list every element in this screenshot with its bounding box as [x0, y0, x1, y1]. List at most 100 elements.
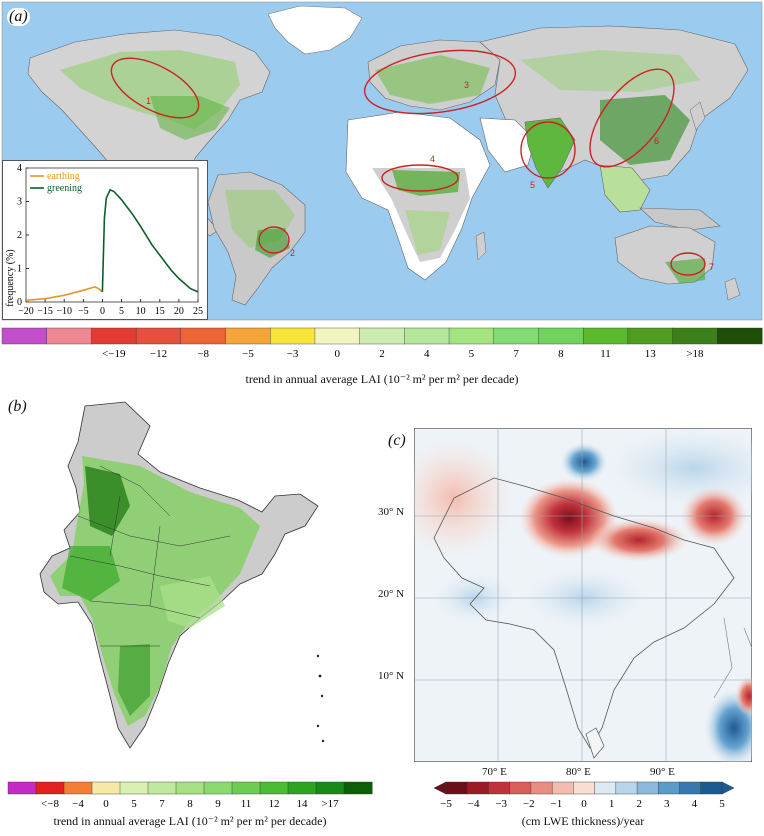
lat-label-20n: 20° N	[378, 588, 405, 600]
region-ellipse-2	[258, 226, 290, 254]
colorbar-tick-label: >18	[686, 348, 704, 360]
colorbar-cell	[180, 327, 227, 345]
legend-greening: greening	[47, 183, 82, 194]
colorbar-tick-label: 8	[558, 348, 564, 360]
colorbar-cell	[445, 781, 468, 795]
colorbar-cell	[658, 781, 681, 795]
colorbar-cell	[493, 327, 539, 345]
colorbar-tick-label: 13	[645, 348, 657, 360]
colorbar-tick-label: 0	[581, 798, 587, 810]
colorbar-tick-label: 4	[424, 348, 430, 360]
colorbar-tick-label: −5	[440, 798, 452, 810]
colorbar-cell	[315, 781, 345, 795]
panel-a-colorbar-caption: trend in annual average LAI (10⁻² m² per…	[245, 372, 519, 386]
region-label-4: 4	[430, 154, 435, 164]
colorbar-tick-label: −4	[72, 798, 84, 810]
colorbar-cell	[231, 781, 261, 795]
panel-c-colorbar-caption: (cm LWE thickness)/year	[521, 814, 645, 828]
region-label-6: 6	[654, 136, 659, 146]
colorbar-tick-label: 8	[187, 798, 193, 810]
colorbar-tick-label: 7	[159, 798, 165, 810]
colorbar-cell	[225, 327, 271, 345]
colorbar-cell	[203, 781, 233, 795]
colorbar-tick-label: 3	[664, 798, 670, 810]
colorbar-cell	[343, 781, 373, 795]
coastline-india	[433, 477, 735, 749]
panel-c-colorbar: −5 −4 −3 −2 −1 0 1 2 3 4 5	[433, 781, 735, 810]
earthing-series-line	[25, 286, 103, 302]
colorbar-cell	[287, 781, 317, 795]
region-ellipse-7	[670, 252, 706, 276]
colorbar-cell	[91, 327, 137, 345]
inset-ytick: 2	[17, 230, 22, 241]
inset-ytick: 0	[17, 297, 22, 308]
region-label-2: 2	[290, 248, 295, 258]
colorbar-cell	[627, 327, 674, 345]
colorbar-cell	[538, 327, 584, 345]
colorbar-cell	[679, 781, 702, 795]
colorbar-cell	[1, 327, 48, 345]
inset-xtick: 15	[155, 306, 165, 317]
colorbar-tick-label: 12	[269, 798, 280, 810]
panel-b-label: (b)	[8, 398, 27, 415]
landmass-india-a	[524, 117, 576, 189]
colorbar-tick-label: 0	[103, 798, 109, 810]
lon-label-70e: 70° E	[482, 766, 507, 778]
colorbar-cell	[119, 781, 149, 795]
colorbar-tick-label: <−19	[102, 348, 126, 360]
colorbar-tick-label: <−8	[41, 798, 59, 810]
panel-c-label: (c)	[388, 432, 406, 449]
colorbar-cell	[551, 781, 574, 795]
region-ellipse-1	[110, 57, 200, 119]
colorbar-cell	[46, 327, 92, 345]
colorbar-tick-label: 7	[513, 348, 519, 360]
colorbar-tick-label: 5	[719, 798, 725, 810]
colorbar-tick-label: −3	[495, 798, 507, 810]
colorbar-tick-label: 2	[636, 798, 642, 810]
colorbar-cell	[147, 781, 177, 795]
colorbar-tick-label: 14	[297, 798, 309, 810]
colorbar-cell	[488, 781, 511, 795]
region-ellipse-4	[381, 164, 459, 192]
legend-earthing: earthing	[47, 171, 80, 182]
panel-b-colorbar: <−8 −4 0 5 7 8 9 11 12 14 >17	[7, 781, 373, 810]
panel-c-trend-map	[414, 428, 752, 762]
inset-xtick: 5	[119, 306, 124, 317]
colorbar-tick-label: 9	[215, 798, 221, 810]
inset-xtick: 25	[193, 306, 203, 317]
colorbar-cell	[314, 327, 361, 345]
colorbar-tick-label: −5	[242, 348, 254, 360]
colorbar-cell	[63, 781, 93, 795]
colorbar-cell	[359, 327, 405, 345]
colorbar-tick-label: 4	[692, 798, 698, 810]
colorbar-tick-label: −12	[150, 348, 167, 360]
landmass-greenland	[267, 5, 363, 55]
inset-xtick: −5	[78, 306, 89, 317]
colorbar-cell	[7, 781, 37, 795]
colorbar-cell	[35, 781, 65, 795]
colorbar-tick-label: 11	[241, 798, 252, 810]
region-label-3: 3	[464, 80, 469, 90]
inset-xtick: 0	[100, 306, 105, 317]
colorbar-cell	[530, 781, 553, 795]
colorbar-cell	[259, 781, 289, 795]
lat-label-10n: 10° N	[378, 670, 405, 682]
region-ellipse-3	[363, 49, 517, 115]
colorbar-tick-label: −3	[287, 348, 299, 360]
landmass-arabia	[479, 117, 536, 173]
inset-xtick: −20	[18, 306, 34, 317]
panel-a-colorbar: <−19 −12 −8 −5 −3 0 2 4 5 7 8 11 13 >18	[1, 327, 763, 360]
colorbar-cell	[270, 327, 316, 345]
colorbar-cell	[672, 327, 718, 345]
colorbar-tick-label: 0	[335, 348, 341, 360]
inset-xtick: −15	[37, 306, 53, 317]
inset-ytick: 3	[17, 197, 22, 208]
colorbar-tick-label: >17	[321, 798, 339, 810]
colorbar-cell	[615, 781, 638, 795]
colorbar-tick-label: 1	[609, 798, 615, 810]
inset-xtick: −10	[56, 306, 72, 317]
inset-chart-svg: −20 −15 −10 −5 0 5 10 15 20 25 0 1 2 3 4 earthing gree…	[5, 163, 203, 317]
colorbar-cell	[404, 327, 450, 345]
colorbar-tick-label: −1	[551, 798, 563, 810]
colorbar-tick-label: −2	[523, 798, 535, 810]
